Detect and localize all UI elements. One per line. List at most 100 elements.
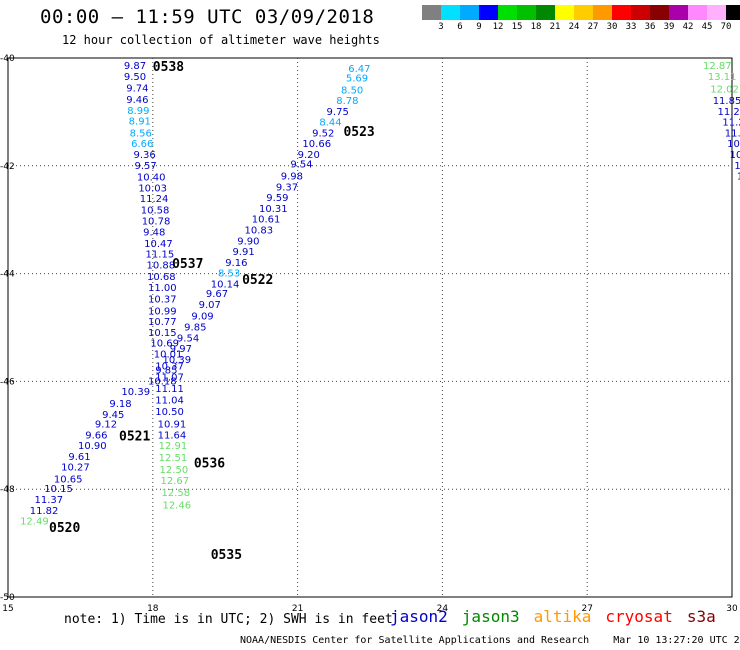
legend-swatch <box>441 5 460 20</box>
swh-value: 10.15 <box>44 484 73 495</box>
swh-value: 9.52 <box>312 128 334 139</box>
satellite-name: jason3 <box>461 607 520 626</box>
legend-swatch <box>650 5 669 20</box>
legend-swatch <box>669 5 688 20</box>
swh-value: 10.9 <box>730 150 740 161</box>
swh-value: 12.51 <box>159 453 188 464</box>
swh-value: 9.50 <box>124 72 146 83</box>
swh-value: 9.12 <box>95 420 117 431</box>
legend-swatch <box>555 5 574 20</box>
lon-tick-label: 18 <box>147 604 159 614</box>
swh-value: 8.56 <box>130 128 152 139</box>
swh-value: 11.29 <box>722 118 740 129</box>
swh-value: 10.66 <box>302 139 331 150</box>
lon-tick-label: 30 <box>726 604 738 614</box>
swh-value: 10.14 <box>211 279 240 290</box>
legend-label: 15 <box>511 22 523 32</box>
satellite-legend: jason2 jason3 altika cryosat s3a <box>390 607 730 626</box>
swh-value: 8.44 <box>319 118 341 129</box>
swh-value: 9.54 <box>290 160 312 171</box>
legend-swatch <box>593 5 612 20</box>
swh-value: 11. <box>734 161 740 172</box>
legend-swatch <box>726 5 740 20</box>
legend-label: 6 <box>457 22 463 32</box>
swh-value: 11.37 <box>35 495 64 506</box>
footer: NOAA/NESDIS Center for Satellite Applica… <box>240 635 740 646</box>
lon-tick-label: 21 <box>292 604 303 614</box>
legend-swatch <box>574 5 593 20</box>
units-note: note: 1) Time is in UTC; 2) SWH is in fe… <box>64 612 393 627</box>
legend-label: 27 <box>587 22 599 32</box>
swh-value: 12.91 <box>159 441 188 452</box>
legend-label: 70 <box>720 22 732 32</box>
swh-value: 10.15 <box>148 328 177 339</box>
swh-value: 10.61 <box>252 215 281 226</box>
swh-value: 12.49 <box>20 517 49 528</box>
legend-swatch <box>498 5 517 20</box>
swh-value: 11.00 <box>148 283 177 294</box>
swh-value: 11.11 <box>155 384 184 395</box>
swh-value: 8.50 <box>341 85 363 96</box>
satellite-name: jason2 <box>390 607 448 626</box>
satellite-name: cryosat <box>605 607 673 626</box>
lat-tick-label: -40 <box>0 54 15 64</box>
swh-value: 10.68 <box>147 272 176 283</box>
lon-tick-label: 24 <box>437 604 449 614</box>
pass-time-label: 0538 <box>153 60 184 75</box>
swh-value: 11.15 <box>146 250 175 261</box>
swh-value: 9.87 <box>124 61 146 72</box>
legend-swatch <box>688 5 707 20</box>
swh-value: 9.20 <box>298 150 320 161</box>
swh-value: 11.04 <box>155 395 184 406</box>
swh-value: 9.16 <box>225 258 247 269</box>
swh-value: 9.61 <box>68 452 90 463</box>
swh-value: 12.58 <box>161 488 190 499</box>
swh-value: 10.03 <box>138 183 167 194</box>
swh-value: 9.75 <box>327 107 349 118</box>
swh-value: 12.67 <box>161 476 190 487</box>
legend-label: 33 <box>625 22 637 32</box>
lat-tick-label: -46 <box>0 377 15 387</box>
swh-value: 10.27 <box>61 463 90 474</box>
swh-value: 10.88 <box>147 261 176 272</box>
swh-value: 10.50 <box>155 407 184 418</box>
legend-swatch <box>517 5 536 20</box>
swh-value: 11.85 <box>713 96 740 107</box>
swh-value: 9.85 <box>184 323 206 334</box>
swh-value: 10.58 <box>141 206 170 217</box>
legend-swatch <box>479 5 498 20</box>
legend-label: 39 <box>663 22 675 32</box>
lon-tick-label: 27 <box>581 604 592 614</box>
swh-value: 9.46 <box>126 95 148 106</box>
legend-label: 21 <box>549 22 561 32</box>
swh-value: 9.59 <box>266 193 288 204</box>
map-subtitle: 12 hour collection of altimeter wave hei… <box>62 33 380 47</box>
pass-time-label: 0536 <box>194 456 225 471</box>
pass-time-label: 0537 <box>172 257 203 272</box>
map-title: 00:00 – 11:59 UTC 03/09/2018 <box>40 6 375 28</box>
swh-value: 9.85 <box>155 366 177 377</box>
swh-value: 9.09 <box>191 312 213 323</box>
swh-value: 11.85 <box>725 128 740 139</box>
swh-value: 11.82 <box>30 506 59 517</box>
legend-label: 3 <box>438 22 444 32</box>
swh-value: 10.91 <box>158 420 187 431</box>
swh-value: 9.36 <box>133 150 155 161</box>
swh-value: 10.65 <box>54 474 83 485</box>
swh-value: 10.77 <box>148 317 177 328</box>
swh-value: 11.64 <box>158 430 187 441</box>
satellite-name: altika <box>533 607 592 626</box>
swh-value: 9.07 <box>199 300 221 311</box>
legend-label: 12 <box>492 22 504 32</box>
pass-time-label: 0523 <box>343 125 374 140</box>
swh-value: 10.99 <box>148 306 177 317</box>
legend-unit: (ft) <box>738 22 740 32</box>
legend-label: 30 <box>606 22 618 32</box>
swh-value: 10.69 <box>150 339 179 350</box>
swh-value: 12.02 <box>710 84 739 95</box>
swh-value: 9.98 <box>281 172 303 183</box>
pass-time-label: 0522 <box>242 273 273 288</box>
swh-value: 10.78 <box>142 216 171 227</box>
swh-value: 6.66 <box>131 139 153 150</box>
